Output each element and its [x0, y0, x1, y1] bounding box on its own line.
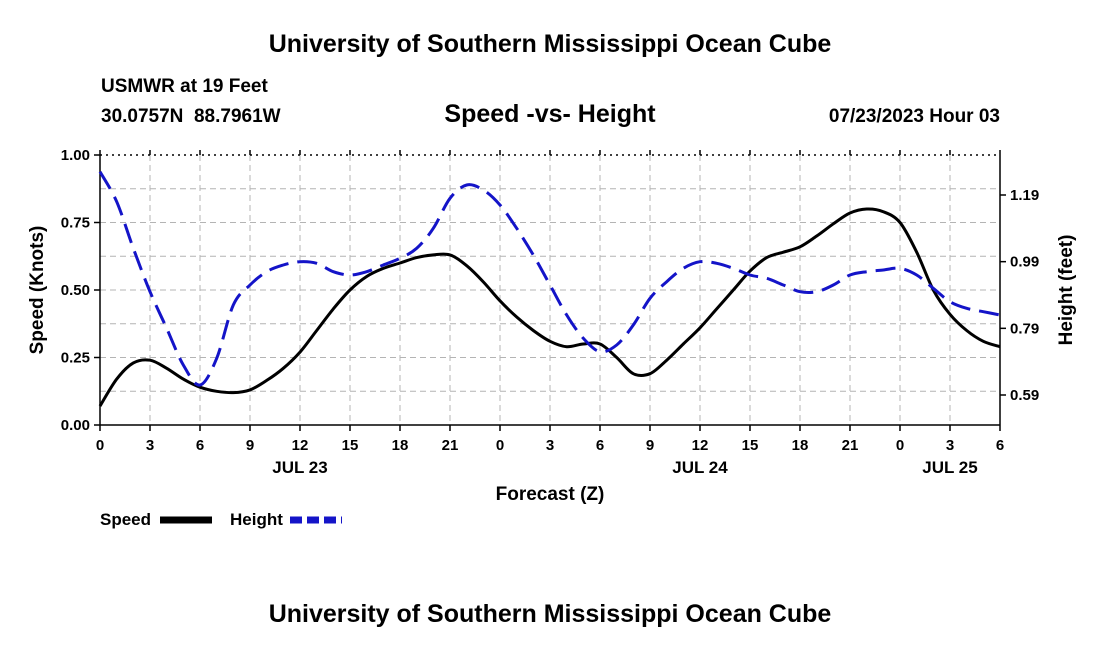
series-height-line: [98, 170, 1001, 387]
x-tick-label: 6: [596, 437, 604, 454]
station-label: USMWR at 19 Feet: [101, 76, 268, 97]
speed-height-chart: 0 3 6 9 12 15 18 21 0 3 6 9 12 15 18 21 0 3 6 JUL 23 JUL 24 J…: [27, 147, 1077, 529]
forecast-date: 07/23/2023 Hour 03: [828, 106, 1000, 127]
y2-tick-label: 0.99: [1010, 254, 1039, 271]
x-tick-label: 18: [792, 437, 809, 454]
x-tick-label: 12: [292, 437, 309, 454]
x-tick-label: 9: [246, 437, 254, 454]
date-label: JUL 24: [672, 458, 728, 477]
y-axis-title: Speed (Knots): [27, 226, 48, 355]
y-tick-label: 0.50: [61, 282, 90, 299]
legend-label-speed: Speed: [100, 510, 151, 529]
x-tick-label: 3: [546, 437, 554, 454]
x-tick-label: 21: [442, 437, 459, 454]
y2-axis-title: Height (feet): [1056, 235, 1077, 346]
date-label: JUL 23: [272, 458, 327, 477]
x-tick-label: 12: [692, 437, 709, 454]
x-tick-label: 3: [146, 437, 154, 454]
x-tick-label: 6: [996, 437, 1004, 454]
x-tick-label: 0: [896, 437, 904, 454]
x-tick-label: 3: [946, 437, 954, 454]
y-tick-label: 1.00: [61, 147, 90, 164]
chart-title: Speed -vs- Height: [444, 100, 656, 128]
date-label: JUL 25: [922, 458, 977, 477]
y-tick-label: 0.75: [61, 215, 90, 232]
legend-label-height: Height: [230, 510, 283, 529]
x-tick-label: 21: [842, 437, 859, 454]
x-tick-label: 15: [342, 437, 359, 454]
x-tick-label: 6: [196, 437, 204, 454]
y-tick-label: 0.00: [61, 417, 90, 434]
y2-tick-label: 0.59: [1010, 387, 1039, 404]
y2-tick-label: 0.79: [1010, 320, 1039, 337]
footer-title: University of Southern Mississippi Ocean…: [268, 600, 832, 628]
series-speed-line: [98, 207, 1001, 407]
station-coordinates: 30.0757N 88.7961W: [101, 106, 281, 127]
y2-tick-label: 1.19: [1010, 187, 1039, 204]
x-tick-label: 0: [96, 437, 104, 454]
x-tick-label: 0: [496, 437, 504, 454]
x-axis-title: Forecast (Z): [496, 484, 605, 505]
x-tick-label: 15: [742, 437, 759, 454]
y-tick-label: 0.25: [61, 350, 90, 367]
x-tick-label: 18: [392, 437, 409, 454]
x-tick-label: 9: [646, 437, 654, 454]
page-title: University of Southern Mississippi Ocean…: [268, 30, 832, 58]
